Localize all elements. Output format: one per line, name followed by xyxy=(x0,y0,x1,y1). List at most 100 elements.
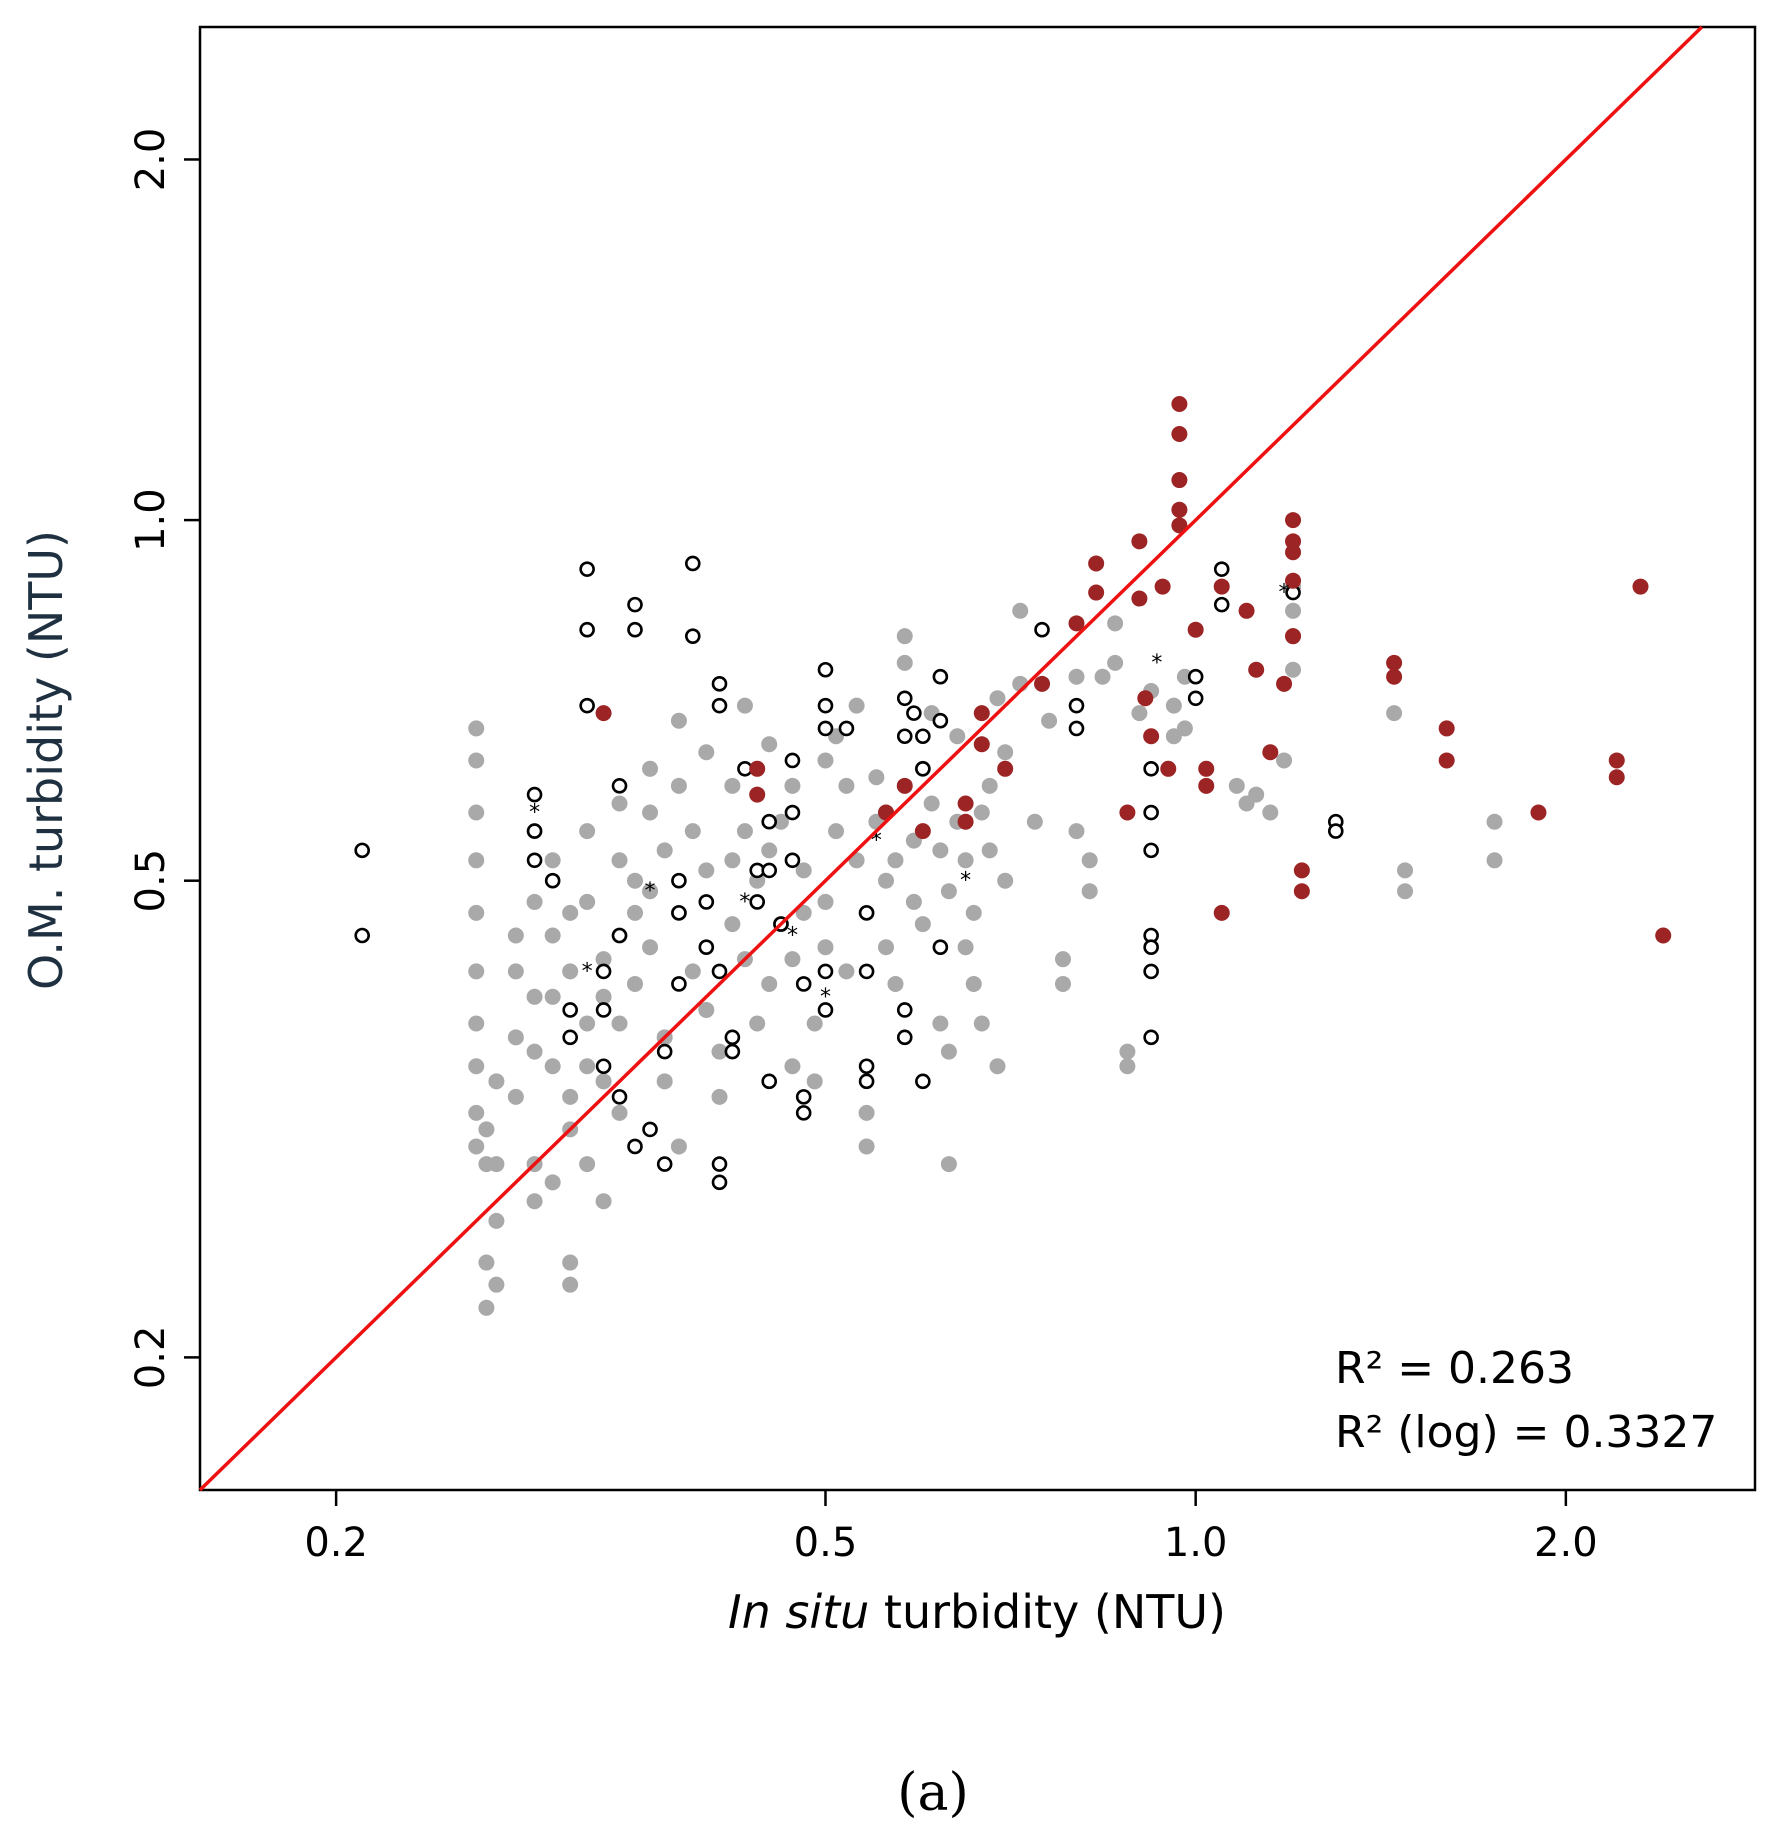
data-point-dark-red xyxy=(1262,744,1279,761)
data-point-gray xyxy=(997,872,1014,889)
data-point-gray xyxy=(973,1015,990,1032)
data-point-black-open xyxy=(611,927,628,944)
data-point-gray xyxy=(838,963,855,980)
data-point-black-open xyxy=(724,1029,741,1046)
data-point-gray xyxy=(488,1073,505,1090)
data-point-black-open xyxy=(932,712,949,729)
data-point-gray xyxy=(1119,1043,1136,1060)
data-point-gray xyxy=(544,852,561,869)
data-point-gray xyxy=(670,777,687,794)
data-point-gray xyxy=(887,975,904,992)
data-point-gray xyxy=(1248,786,1265,803)
data-point-gray xyxy=(878,872,895,889)
data-point-gray xyxy=(981,842,998,859)
data-point-gray xyxy=(670,1138,687,1155)
data-point-black-open xyxy=(858,1058,875,1075)
data-point-dark-red xyxy=(749,760,766,777)
data-point-gray xyxy=(1386,705,1403,722)
data-point-black-open xyxy=(1187,690,1204,707)
data-point-dark-red xyxy=(997,760,1014,777)
data-point-black-star: * xyxy=(960,869,971,894)
data-point-black-star: * xyxy=(1151,651,1162,676)
data-point-gray xyxy=(562,1276,579,1293)
data-point-dark-red xyxy=(1154,578,1171,595)
data-point-black-open xyxy=(932,939,949,955)
data-point-gray xyxy=(579,1156,596,1173)
data-point-black-open xyxy=(595,1002,612,1018)
data-point-black-open xyxy=(858,1073,875,1090)
data-point-black-open xyxy=(915,1073,931,1090)
data-point-gray xyxy=(1107,654,1124,671)
data-point-gray xyxy=(973,804,990,821)
data-point-black-open xyxy=(761,1073,778,1090)
data-point-gray xyxy=(562,1088,579,1105)
data-point-gray xyxy=(611,852,628,869)
data-point-gray xyxy=(468,852,485,869)
data-point-black-open xyxy=(795,1105,812,1121)
data-point-black-open xyxy=(354,842,370,859)
data-point-dark-red xyxy=(1530,804,1547,821)
data-point-dark-red xyxy=(1213,578,1230,595)
data-point-black-open xyxy=(579,697,595,714)
data-point-gray xyxy=(1276,752,1293,769)
data-point-black-open xyxy=(671,905,687,921)
data-point-black-star: * xyxy=(582,959,593,984)
data-point-gray xyxy=(611,795,628,812)
data-point-black-open xyxy=(817,661,834,678)
data-point-black-open xyxy=(1143,842,1159,859)
data-point-dark-red xyxy=(1285,533,1302,550)
data-point-gray xyxy=(468,1015,485,1032)
data-point-gray xyxy=(478,1299,495,1316)
panel-label: (a) xyxy=(897,1763,969,1823)
data-point-gray xyxy=(749,1015,766,1032)
data-point-black-open xyxy=(526,852,543,869)
data-point-gray xyxy=(579,823,596,840)
data-point-gray xyxy=(724,916,741,933)
data-point-gray xyxy=(761,736,778,753)
y-tick-label: 0.5 xyxy=(128,849,174,913)
data-point-gray xyxy=(684,823,701,840)
data-point-black-open xyxy=(749,894,766,910)
data-point-gray xyxy=(838,777,855,794)
data-point-black-open xyxy=(1143,804,1159,821)
data-point-black-open xyxy=(354,927,370,944)
data-point-black-open xyxy=(1143,760,1159,777)
data-point-gray xyxy=(1041,712,1058,729)
data-point-black-open xyxy=(698,894,715,910)
data-point-black-open xyxy=(896,1002,913,1018)
data-point-black-open xyxy=(579,561,595,577)
data-point-dark-red xyxy=(1655,927,1672,944)
data-point-black-star: * xyxy=(820,985,831,1010)
data-point-dark-red xyxy=(1608,752,1625,769)
data-point-dark-red xyxy=(914,823,931,840)
data-point-gray xyxy=(468,1138,485,1155)
data-point-black-open xyxy=(858,905,875,921)
data-point-gray xyxy=(736,823,753,840)
data-point-gray xyxy=(670,712,687,729)
data-point-black-open xyxy=(795,976,812,992)
data-point-gray xyxy=(1397,862,1414,879)
data-point-black-open xyxy=(526,823,543,839)
data-point-gray xyxy=(656,1073,673,1090)
plot-area-frame xyxy=(198,25,1757,1492)
data-point-gray xyxy=(914,916,931,933)
data-point-dark-red xyxy=(1386,654,1403,671)
data-point-gray xyxy=(736,697,753,714)
data-point-gray xyxy=(724,777,741,794)
data-point-gray xyxy=(784,777,801,794)
data-point-gray xyxy=(772,813,789,830)
data-point-dark-red xyxy=(1248,661,1265,678)
data-point-gray xyxy=(905,893,922,910)
data-point-black-open xyxy=(906,705,922,721)
data-point-black-open xyxy=(838,720,855,737)
data-point-black-open xyxy=(711,963,728,980)
data-point-gray xyxy=(1054,951,1071,968)
data-point-gray xyxy=(468,804,485,821)
data-point-black-open xyxy=(1068,720,1085,737)
data-point-gray xyxy=(1119,1058,1136,1075)
r-squared-annotation: R² = 0.263 xyxy=(1335,1343,1574,1394)
data-point-black-open xyxy=(761,862,778,879)
data-point-dark-red xyxy=(1131,590,1148,607)
data-point-gray xyxy=(468,1058,485,1075)
data-point-gray xyxy=(526,988,543,1005)
